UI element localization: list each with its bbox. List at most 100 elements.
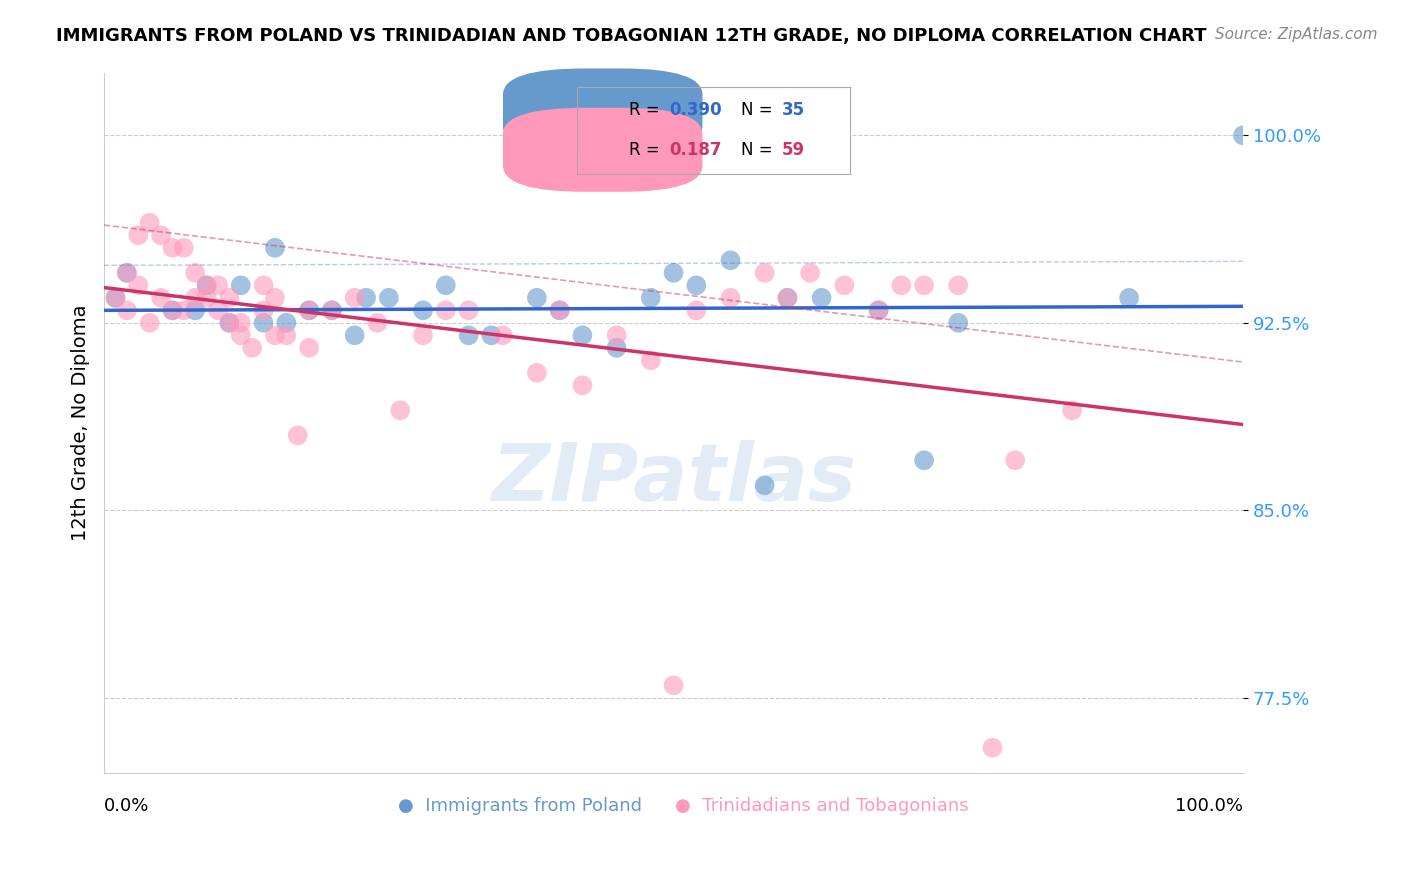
Point [240,341,263,355]
Point [115,266,138,280]
Point [218,291,240,305]
Point [981,740,1004,755]
Point [389,403,412,417]
Point [127,228,149,243]
Text: Source: ZipAtlas.com: Source: ZipAtlas.com [1215,27,1378,42]
Point [343,328,366,343]
Point [1232,128,1254,143]
Point [948,316,970,330]
Point [799,266,821,280]
Point [720,291,742,305]
Point [252,316,274,330]
Point [162,303,184,318]
Point [264,328,287,343]
Text: IMMIGRANTS FROM POLAND VS TRINIDADIAN AND TOBAGONIAN 12TH GRADE, NO DIPLOMA CORR: IMMIGRANTS FROM POLAND VS TRINIDADIAN AN… [56,27,1206,45]
Point [378,291,401,305]
Point [138,216,160,230]
Point [321,303,343,318]
Point [434,278,457,293]
Point [912,453,935,467]
Point [868,303,890,318]
Point [162,303,184,318]
Point [287,428,309,442]
Point [606,328,628,343]
Point [640,353,662,368]
Point [834,278,856,293]
Point [1118,291,1140,305]
Point [640,291,662,305]
Point [457,328,479,343]
Text: ZIPatlas: ZIPatlas [491,440,856,517]
Point [912,278,935,293]
Point [1062,403,1084,417]
Point [412,303,434,318]
Point [776,291,799,305]
Point [492,328,515,343]
Point [184,291,207,305]
Text: 0.0%: 0.0% [104,797,149,815]
Point [150,228,173,243]
Point [218,316,240,330]
Text: ●  Trinidadians and Tobagonians: ● Trinidadians and Tobagonians [675,797,969,815]
Point [104,291,127,305]
Text: 100.0%: 100.0% [1175,797,1243,815]
Point [229,316,252,330]
Point [662,266,685,280]
Point [890,278,912,293]
Point [754,478,776,492]
Point [184,303,207,318]
Point [479,328,502,343]
Point [948,278,970,293]
Point [229,328,252,343]
Point [162,241,184,255]
Point [571,328,593,343]
Point [138,316,160,330]
Point [104,291,127,305]
Point [252,303,274,318]
Point [457,303,479,318]
Point [252,278,274,293]
Point [1004,453,1026,467]
Point [571,378,593,392]
Point [321,303,343,318]
Point [207,278,229,293]
Point [298,341,321,355]
Point [229,278,252,293]
Point [276,316,298,330]
Point [606,341,628,355]
Point [412,328,434,343]
Point [264,291,287,305]
Point [218,316,240,330]
Y-axis label: 12th Grade, No Diploma: 12th Grade, No Diploma [72,304,90,541]
Point [264,241,287,255]
Point [298,303,321,318]
Point [115,266,138,280]
Point [526,291,548,305]
Point [434,303,457,318]
Point [115,303,138,318]
Point [868,303,890,318]
Point [207,303,229,318]
Point [150,291,173,305]
Point [526,366,548,380]
Point [548,303,571,318]
Point [810,291,832,305]
Point [173,241,195,255]
Point [354,291,377,305]
Text: ●  Immigrants from Poland: ● Immigrants from Poland [398,797,641,815]
Point [195,291,218,305]
Point [776,291,799,305]
Point [184,266,207,280]
Point [298,303,321,318]
Point [343,291,366,305]
Point [127,278,149,293]
Point [276,328,298,343]
Point [720,253,742,268]
Point [685,278,707,293]
Point [685,303,707,318]
Point [548,303,571,318]
Point [195,278,218,293]
Point [173,303,195,318]
Point [366,316,388,330]
Point [754,266,776,280]
